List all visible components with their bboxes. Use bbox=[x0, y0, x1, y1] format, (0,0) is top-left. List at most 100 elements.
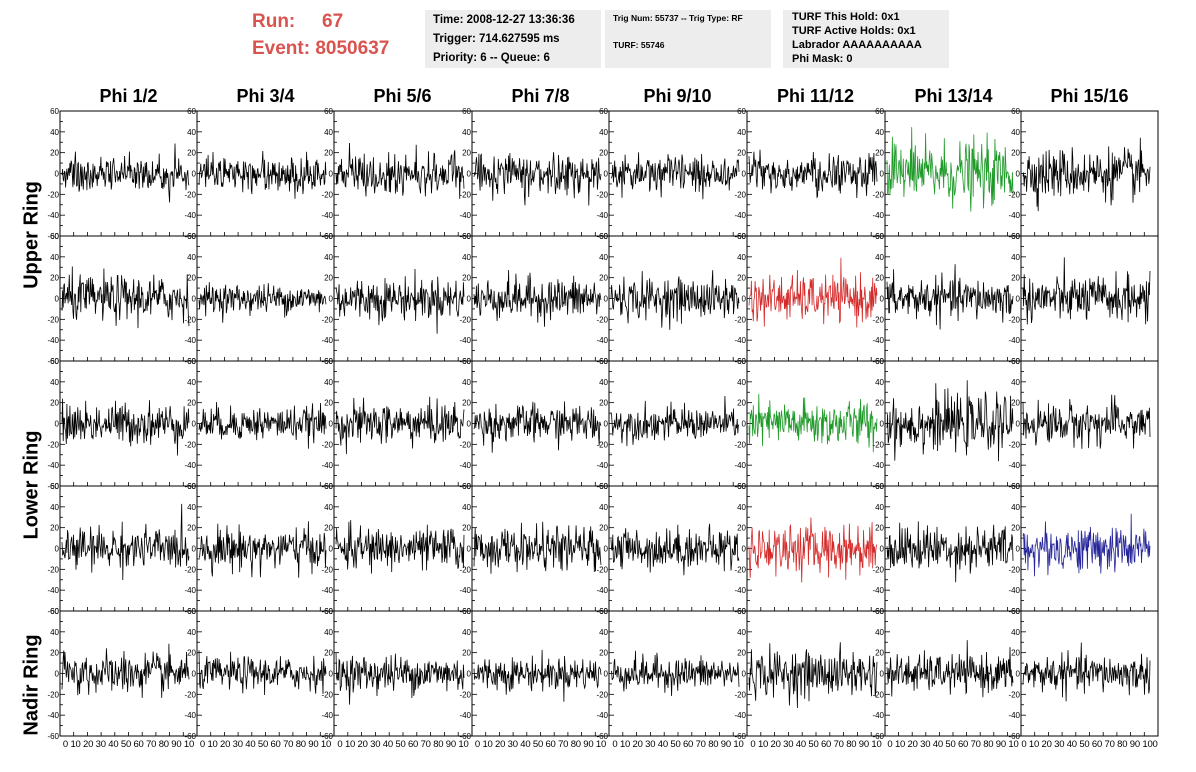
x-tick-label: 0 10 20 30 40 50 60 70 80 90 10 bbox=[63, 739, 194, 750]
y-tick-label: 0 bbox=[742, 545, 747, 554]
panel-r5-c3: 60 40 20 0 -20 -40 -60 bbox=[321, 607, 473, 741]
y-tick-label: 40 bbox=[187, 628, 196, 637]
panel-frame bbox=[333, 360, 473, 487]
y-tick-label: 60 bbox=[599, 482, 608, 491]
y-tick-label: -20 bbox=[734, 690, 746, 699]
y-tick-label: 60 bbox=[737, 232, 746, 241]
trig-num-box: Trig Num: 55737 -- Trig Type: RF TURF: 5… bbox=[605, 10, 771, 68]
x-tick-label: 0 10 20 30 40 50 60 70 80 90 10 bbox=[337, 739, 468, 750]
y-tick-label: -20 bbox=[321, 190, 333, 199]
waveform-trace bbox=[748, 517, 878, 583]
y-tick-label: 0 bbox=[604, 295, 609, 304]
panel-frame bbox=[746, 110, 886, 237]
y-tick-label: -20 bbox=[321, 690, 333, 699]
y-tick-label: -20 bbox=[596, 565, 608, 574]
y-tick-label: 60 bbox=[1011, 107, 1020, 116]
y-tick-label: 0 bbox=[742, 295, 747, 304]
y-tick-label: 20 bbox=[50, 149, 59, 158]
y-tick-label: 40 bbox=[462, 503, 471, 512]
y-tick-label: 40 bbox=[1011, 253, 1020, 262]
y-tick-label: 20 bbox=[737, 524, 746, 533]
y-tick-label: 40 bbox=[1011, 128, 1020, 137]
y-tick-label: 60 bbox=[462, 357, 471, 366]
waveform-trace bbox=[473, 401, 602, 453]
y-tick-label: 0 bbox=[604, 170, 609, 179]
waveform-trace bbox=[886, 380, 1014, 462]
y-tick-label: -40 bbox=[184, 336, 196, 345]
y-tick-label: 20 bbox=[737, 649, 746, 658]
y-tick-label: -20 bbox=[872, 440, 884, 449]
y-tick-label: 40 bbox=[324, 378, 333, 387]
waveform-trace bbox=[61, 398, 190, 456]
y-tick-label: 60 bbox=[462, 607, 471, 616]
y-tick-label: 60 bbox=[187, 607, 196, 616]
y-tick-label: -40 bbox=[596, 586, 608, 595]
y-tick-label: 20 bbox=[50, 274, 59, 283]
y-tick-label: 60 bbox=[324, 357, 333, 366]
y-tick-label: 0 bbox=[55, 170, 60, 179]
panel-r5-c7: 60 40 20 0 -20 -40 -60 bbox=[872, 607, 1022, 741]
waveform-trace bbox=[61, 643, 190, 698]
column-label-4: Phi 7/8 bbox=[511, 86, 570, 106]
y-tick-label: 60 bbox=[875, 107, 884, 116]
y-tick-label: 20 bbox=[50, 399, 59, 408]
phi-mask-text: Phi Mask: 0 bbox=[792, 53, 853, 65]
waveform-trace bbox=[886, 264, 1014, 330]
y-tick-label: 40 bbox=[50, 253, 59, 262]
event-value: 8050637 bbox=[315, 38, 390, 59]
x-tick-label: 0 10 20 30 40 50 60 70 80 90 10 bbox=[612, 739, 743, 750]
y-tick-label: 40 bbox=[187, 128, 196, 137]
y-tick-label: -40 bbox=[459, 461, 471, 470]
waveform-trace bbox=[748, 393, 878, 453]
y-tick-label: 20 bbox=[1011, 399, 1020, 408]
y-tick-label: 60 bbox=[875, 482, 884, 491]
priority-text: Priority: 6 -- Queue: 6 bbox=[433, 52, 550, 64]
y-tick-label: -20 bbox=[459, 315, 471, 324]
y-tick-label: 20 bbox=[187, 524, 196, 533]
y-tick-label: 0 bbox=[192, 670, 197, 679]
y-tick-label: -20 bbox=[321, 440, 333, 449]
y-tick-label: -40 bbox=[872, 336, 884, 345]
y-tick-label: 0 bbox=[1016, 170, 1021, 179]
y-tick-label: -40 bbox=[734, 461, 746, 470]
waveform-trace bbox=[610, 523, 740, 576]
y-tick-label: 20 bbox=[187, 399, 196, 408]
y-tick-label: -20 bbox=[596, 190, 608, 199]
waveform-trace bbox=[198, 521, 327, 578]
y-tick-label: 40 bbox=[875, 378, 884, 387]
waveform-trace bbox=[748, 642, 878, 709]
y-tick-label: 60 bbox=[875, 357, 884, 366]
y-tick-label: -20 bbox=[596, 690, 608, 699]
y-tick-label: 60 bbox=[737, 482, 746, 491]
y-tick-label: 0 bbox=[467, 170, 472, 179]
waveform-trace bbox=[61, 503, 190, 581]
y-tick-label: -40 bbox=[734, 586, 746, 595]
y-tick-label: 0 bbox=[467, 420, 472, 429]
y-tick-label: -20 bbox=[1008, 440, 1020, 449]
y-tick-label: 60 bbox=[50, 357, 59, 366]
panel-r5-c5: 60 40 20 0 -20 -40 -60 bbox=[596, 607, 748, 741]
y-tick-label: -40 bbox=[321, 336, 333, 345]
y-tick-label: -20 bbox=[734, 565, 746, 574]
y-tick-label: 20 bbox=[324, 149, 333, 158]
y-tick-label: -20 bbox=[596, 315, 608, 324]
y-tick-label: 20 bbox=[599, 399, 608, 408]
run-label: Run: bbox=[252, 11, 296, 32]
y-tick-label: -20 bbox=[596, 440, 608, 449]
y-tick-label: -20 bbox=[47, 440, 59, 449]
y-tick-label: -20 bbox=[1008, 565, 1020, 574]
y-tick-label: 0 bbox=[880, 295, 885, 304]
y-tick-label: 20 bbox=[599, 649, 608, 658]
y-tick-label: -40 bbox=[872, 586, 884, 595]
